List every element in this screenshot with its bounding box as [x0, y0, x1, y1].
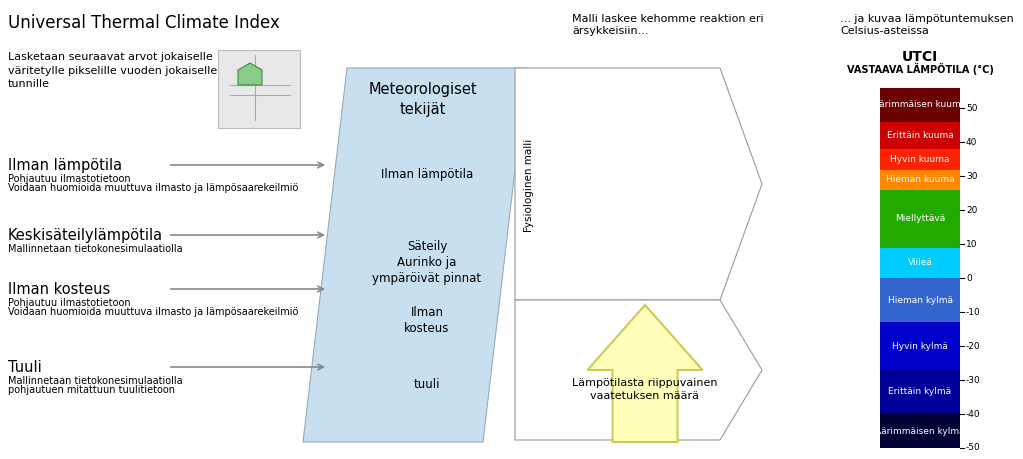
- Text: Tuuli: Tuuli: [8, 360, 42, 375]
- Bar: [218, 50, 300, 128]
- Text: pohjautuen mitattuun tuulitietoon: pohjautuen mitattuun tuulitietoon: [8, 385, 175, 395]
- Bar: [880, 414, 960, 448]
- Bar: [880, 247, 960, 278]
- Bar: [880, 169, 960, 190]
- Text: -40: -40: [966, 409, 981, 419]
- Bar: [880, 190, 960, 247]
- Text: Viileä: Viileä: [907, 258, 932, 268]
- Bar: [880, 370, 960, 414]
- Text: Erittäin kylmä: Erittäin kylmä: [888, 387, 951, 397]
- Text: Fysiologinen malli: Fysiologinen malli: [524, 138, 534, 232]
- Text: Lasketaan seuraavat arvot jokaiselle
väritetylle pikselille vuoden jokaiselle
tu: Lasketaan seuraavat arvot jokaiselle vär…: [8, 52, 217, 89]
- Text: -10: -10: [966, 308, 981, 317]
- Text: tuuli: tuuli: [413, 378, 440, 391]
- Polygon shape: [515, 68, 762, 300]
- Text: Hieman kuuma: Hieman kuuma: [886, 175, 954, 184]
- Text: -50: -50: [966, 443, 981, 453]
- Text: Ilman
kosteus: Ilman kosteus: [404, 306, 450, 335]
- Text: ... ja kuvaa lämpötuntemuksen: ... ja kuvaa lämpötuntemuksen: [840, 14, 1014, 24]
- Text: Pohjautuu ilmastotietoon: Pohjautuu ilmastotietoon: [8, 298, 131, 308]
- Text: ärsykkeisiin...: ärsykkeisiin...: [572, 26, 649, 36]
- Text: VASTAAVA LÄMPÖTILA (°C): VASTAAVA LÄMPÖTILA (°C): [847, 63, 993, 75]
- Bar: [880, 278, 960, 322]
- Text: Universal Thermal Climate Index: Universal Thermal Climate Index: [8, 14, 280, 32]
- Text: Säteily
Aurinko ja
ympäröivät pinnat: Säteily Aurinko ja ympäröivät pinnat: [372, 240, 482, 285]
- Text: -30: -30: [966, 375, 981, 385]
- Text: Voidaan huomioida muuttuva ilmasto ja lämpösaarekeilmiö: Voidaan huomioida muuttuva ilmasto ja lä…: [8, 307, 299, 317]
- Text: UTCI: UTCI: [902, 50, 938, 64]
- Text: Mallinnetaan tietokonesimulaatiolla: Mallinnetaan tietokonesimulaatiolla: [8, 244, 183, 254]
- Polygon shape: [587, 305, 703, 442]
- Text: Pohjautuu ilmastotietoon: Pohjautuu ilmastotietoon: [8, 174, 131, 184]
- Text: Hieman kylmä: Hieman kylmä: [888, 296, 952, 305]
- Text: -20: -20: [966, 341, 981, 351]
- Text: 50: 50: [966, 104, 978, 113]
- Text: Keskisäteilylämpötila: Keskisäteilylämpötila: [8, 228, 163, 243]
- Text: 40: 40: [966, 138, 977, 147]
- Text: Miellyttävä: Miellyttävä: [895, 214, 945, 223]
- Polygon shape: [515, 300, 762, 440]
- Text: 0: 0: [966, 274, 972, 283]
- Text: Erittäin kuuma: Erittäin kuuma: [887, 131, 953, 140]
- Text: Äärimmäisen kylmä: Äärimmäisen kylmä: [876, 426, 965, 436]
- Text: Malli laskee kehomme reaktion eri: Malli laskee kehomme reaktion eri: [572, 14, 763, 24]
- Text: Hyvin kylmä: Hyvin kylmä: [892, 341, 948, 351]
- Text: Meteorologiset
tekijät: Meteorologiset tekijät: [368, 82, 478, 117]
- Text: Voidaan huomioida muuttuva ilmasto ja lämpösaarekeilmiö: Voidaan huomioida muuttuva ilmasto ja lä…: [8, 183, 299, 193]
- Text: Mallinnetaan tietokonesimulaatiolla: Mallinnetaan tietokonesimulaatiolla: [8, 376, 183, 386]
- Bar: [880, 149, 960, 169]
- Text: Lämpötilasta riippuvainen
vaatetuksen määrä: Lämpötilasta riippuvainen vaatetuksen mä…: [572, 378, 718, 401]
- Text: Äärimmäisen kuuma: Äärimmäisen kuuma: [874, 101, 967, 110]
- Text: 10: 10: [966, 240, 978, 249]
- Polygon shape: [238, 63, 262, 85]
- Text: 20: 20: [966, 206, 977, 215]
- Text: Ilman kosteus: Ilman kosteus: [8, 282, 110, 297]
- Text: Ilman lämpötila: Ilman lämpötila: [8, 158, 122, 173]
- Bar: [880, 88, 960, 122]
- Bar: [880, 122, 960, 149]
- Polygon shape: [303, 68, 527, 442]
- Text: Ilman lämpötila: Ilman lämpötila: [381, 168, 473, 181]
- Text: Hyvin kuuma: Hyvin kuuma: [890, 155, 949, 164]
- Text: 30: 30: [966, 172, 978, 181]
- Text: Celsius-asteissa: Celsius-asteissa: [840, 26, 929, 36]
- Bar: [880, 322, 960, 370]
